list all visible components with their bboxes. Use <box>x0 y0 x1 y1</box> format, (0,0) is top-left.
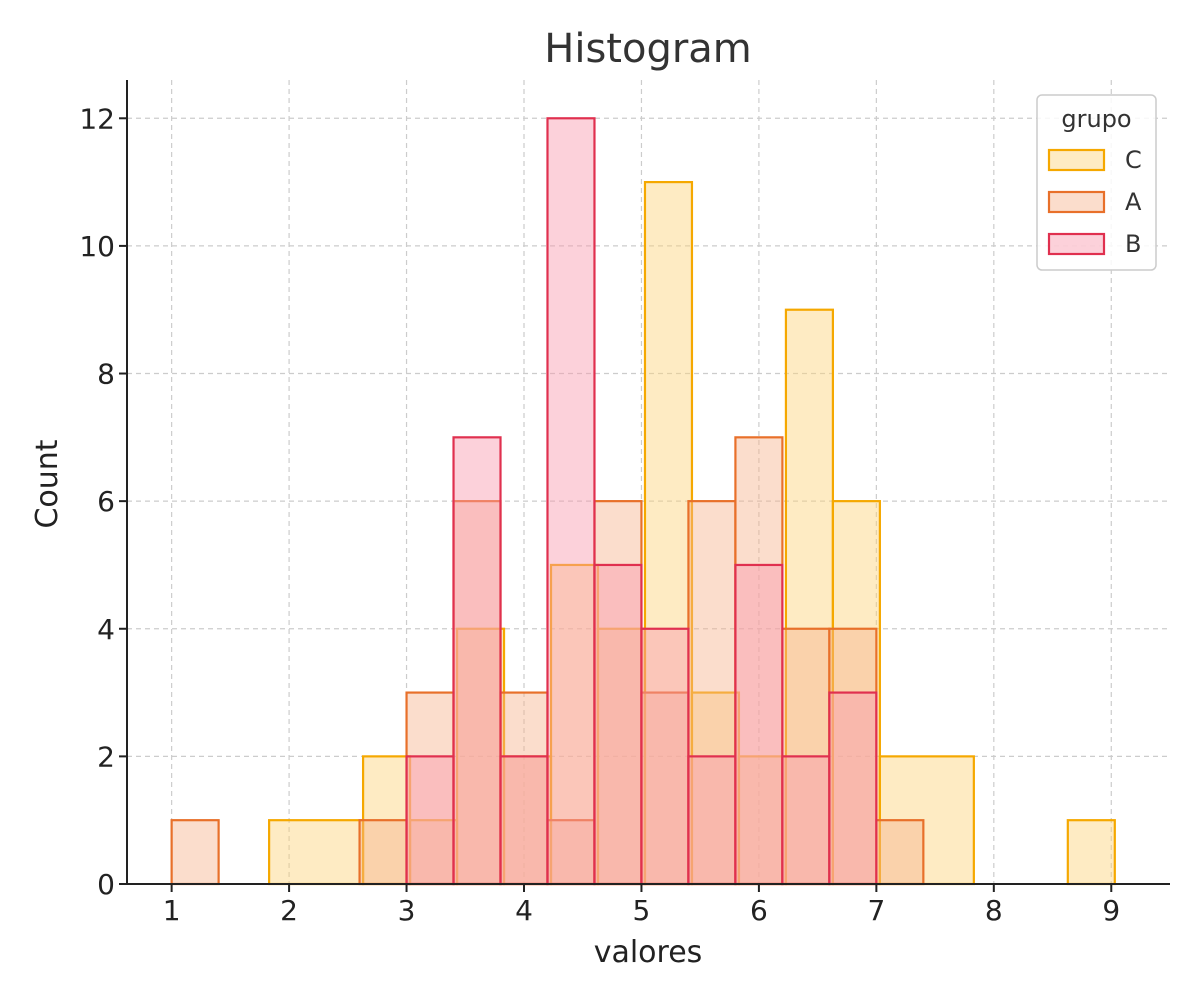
histogram-bar <box>828 627 878 886</box>
y-tick-label: 6 <box>97 485 115 518</box>
histogram-bar <box>784 308 835 886</box>
x-tick-label: 8 <box>985 894 1003 927</box>
histogram-bar <box>875 819 925 886</box>
y-tick-label: 12 <box>79 102 115 135</box>
chart-title: Histogram <box>544 26 752 72</box>
histogram-bar <box>408 819 459 886</box>
histogram-bar <box>170 819 220 886</box>
y-tick-label: 4 <box>97 613 115 646</box>
histogram-bar <box>452 500 502 886</box>
x-tick-label: 2 <box>280 894 298 927</box>
x-tick-label: 9 <box>1102 894 1120 927</box>
histogram-bar <box>687 755 737 886</box>
y-tick-label: 0 <box>97 868 115 901</box>
x-tick-label: 7 <box>867 894 885 927</box>
histogram-bar <box>499 691 549 886</box>
legend-box <box>1036 94 1157 271</box>
histogram-bar <box>690 691 741 886</box>
x-tick-label: 5 <box>633 894 651 927</box>
histogram-bar <box>596 627 647 886</box>
histogram-bar <box>643 180 694 886</box>
legend-label: B <box>1125 230 1141 258</box>
histogram-bar <box>593 563 643 886</box>
legend-title: grupo <box>1061 105 1131 133</box>
histogram-bar <box>640 691 690 886</box>
y-tick-label: 10 <box>79 230 115 263</box>
axes <box>126 80 1170 885</box>
series-C <box>268 180 1116 886</box>
y-tick-label: 8 <box>97 358 115 391</box>
x-tick-label: 1 <box>163 894 181 927</box>
x-tick-label: 6 <box>750 894 768 927</box>
histogram-bar <box>640 627 690 886</box>
histogram-bar <box>734 563 784 886</box>
legend-label: A <box>1125 188 1142 216</box>
histogram-bar <box>452 436 502 886</box>
y-tick-label: 2 <box>97 740 115 773</box>
histogram-bar <box>828 691 878 886</box>
histogram-bar <box>405 755 455 886</box>
histogram-bar <box>781 755 831 886</box>
legend-swatch <box>1047 232 1106 256</box>
legend-swatch <box>1047 148 1106 172</box>
y-axis-label: Count <box>30 439 65 528</box>
histogram-bar <box>546 117 596 886</box>
histogram-bar <box>499 755 549 886</box>
legend-swatch <box>1047 190 1106 214</box>
histogram-bar <box>358 819 408 886</box>
histogram-bar <box>268 819 365 886</box>
histogram-bars <box>170 117 1116 886</box>
x-tick-label: 4 <box>515 894 533 927</box>
histogram-bar <box>1066 819 1116 886</box>
x-axis-label: valores <box>594 935 703 970</box>
legend-label: C <box>1125 146 1142 174</box>
series-B <box>405 117 878 886</box>
x-tick-label: 3 <box>398 894 416 927</box>
legend: grupo CAB <box>1036 94 1157 271</box>
